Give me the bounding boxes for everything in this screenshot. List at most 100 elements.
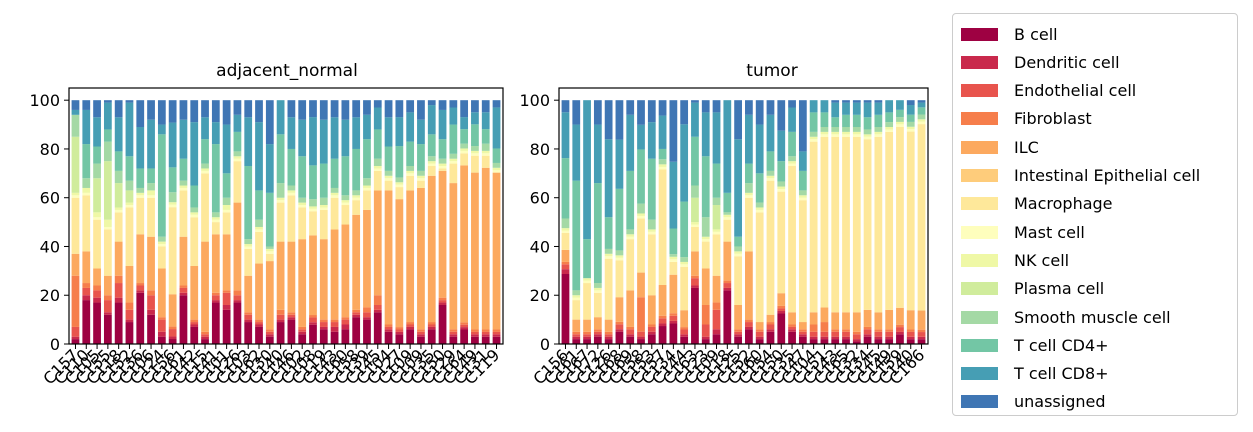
bar-segment-adjacent-normal-11-mast-cell bbox=[179, 187, 188, 191]
bar-segment-tumor-26-smooth-muscle-cell bbox=[831, 127, 840, 132]
bar-segment-tumor-28-nk-cell bbox=[852, 131, 861, 135]
bar-segment-adjacent-normal-27-mast-cell bbox=[352, 197, 361, 201]
bar-segment-adjacent-normal-33-macrophage bbox=[417, 180, 425, 188]
legend-label: Plasma cell bbox=[1014, 279, 1105, 299]
bar-segment-adjacent-normal-12-dendritic-cell bbox=[190, 324, 199, 327]
bar-segment-adjacent-normal-15-ilc bbox=[222, 234, 231, 291]
bar-segment-tumor-6-t-cell-cd8- bbox=[615, 139, 624, 189]
bar-segment-tumor-1-t-cell-cd4- bbox=[561, 158, 570, 219]
bar-segment-tumor-32-fibroblast bbox=[896, 324, 904, 328]
bar-segment-adjacent-normal-5-endothelial-cell bbox=[114, 283, 123, 298]
bar-segment-adjacent-normal-36-b-cell bbox=[449, 336, 458, 344]
bar-segment-tumor-20-dendritic-cell bbox=[766, 329, 775, 332]
bar-segment-tumor-6-dendritic-cell bbox=[615, 329, 624, 332]
bar-segment-adjacent-normal-21-t-cell-cd8- bbox=[287, 117, 296, 149]
bar-segment-adjacent-normal-6-t-cell-cd8- bbox=[125, 102, 134, 157]
bar-segment-tumor-21-endothelial-cell bbox=[777, 308, 786, 311]
bar-segment-adjacent-normal-35-b-cell bbox=[438, 304, 447, 344]
bar-segment-tumor-4-ilc bbox=[593, 317, 602, 330]
bar-segment-tumor-4-endothelial-cell bbox=[593, 331, 602, 335]
bar-segment-adjacent-normal-5-mast-cell bbox=[114, 209, 123, 213]
bar-segment-adjacent-normal-35-endothelial-cell bbox=[438, 300, 447, 303]
bar-segment-adjacent-normal-30-dendritic-cell bbox=[384, 329, 393, 332]
bar-segment-adjacent-normal-17-macrophage bbox=[244, 248, 253, 276]
bar-segment-tumor-14-ilc bbox=[701, 268, 710, 305]
bar-segment-tumor-30-t-cell-cd4- bbox=[874, 114, 883, 128]
bar-segment-tumor-31-fibroblast bbox=[885, 329, 894, 332]
bar-segment-adjacent-normal-14-smooth-muscle-cell bbox=[211, 212, 220, 218]
bar-segment-adjacent-normal-26-unassigned bbox=[341, 100, 350, 120]
bar-segment-adjacent-normal-3-b-cell bbox=[93, 302, 101, 344]
bar-segment-adjacent-normal-28-endothelial-cell bbox=[363, 312, 371, 318]
bar-segment-adjacent-normal-38-fibroblast bbox=[471, 329, 479, 332]
bar-segment-adjacent-normal-31-dendritic-cell bbox=[395, 331, 404, 335]
bar-segment-adjacent-normal-16-t-cell-cd8- bbox=[233, 114, 242, 132]
bar-segment-adjacent-normal-26-fibroblast bbox=[341, 317, 350, 320]
bar-segment-tumor-7-macrophage bbox=[626, 239, 635, 291]
legend-item: unassigned bbox=[961, 388, 1106, 416]
bar-segment-tumor-14-mast-cell bbox=[701, 239, 710, 242]
bar-segment-adjacent-normal-4-t-cell-cd8- bbox=[103, 102, 112, 130]
bar-segment-adjacent-normal-8-b-cell bbox=[147, 314, 155, 344]
bar-segment-tumor-3-t-cell-cd4- bbox=[583, 239, 591, 279]
bar-segment-tumor-27-b-cell bbox=[842, 339, 850, 344]
bar-segment-tumor-7-fibroblast bbox=[626, 326, 635, 330]
legend-swatch bbox=[961, 169, 998, 182]
bar-segment-adjacent-normal-24-fibroblast bbox=[319, 319, 328, 323]
bar-segment-tumor-12-unassigned bbox=[680, 100, 689, 125]
bar-segment-adjacent-normal-39-mast-cell bbox=[481, 153, 490, 156]
bar-segment-tumor-15-dendritic-cell bbox=[712, 329, 721, 335]
bar-segment-tumor-11-mast-cell bbox=[669, 259, 678, 262]
bar-segment-tumor-10-smooth-muscle-cell bbox=[658, 159, 667, 165]
bar-segment-tumor-3-mast-cell bbox=[583, 280, 591, 284]
bar-segment-tumor-19-ilc bbox=[755, 322, 764, 330]
bar-segment-tumor-2-mast-cell bbox=[572, 297, 581, 301]
bar-segment-adjacent-normal-21-b-cell bbox=[287, 319, 296, 344]
bar-segment-adjacent-normal-16-b-cell bbox=[233, 302, 242, 344]
bar-segment-adjacent-normal-22-b-cell bbox=[298, 334, 307, 344]
bar-segment-tumor-27-t-cell-cd4- bbox=[842, 114, 850, 128]
bar-segment-tumor-29-ilc bbox=[863, 309, 872, 327]
bar-segment-adjacent-normal-4-unassigned bbox=[103, 100, 112, 103]
bar-segment-tumor-25-fibroblast bbox=[820, 322, 829, 332]
bar-segment-adjacent-normal-13-nk-cell bbox=[201, 168, 209, 171]
bar-segment-adjacent-normal-6-smooth-muscle-cell bbox=[125, 180, 134, 191]
bar-segment-adjacent-normal-2-macrophage bbox=[82, 195, 91, 252]
bar-segment-tumor-34-unassigned bbox=[917, 100, 926, 103]
bar-segment-adjacent-normal-13-fibroblast bbox=[201, 331, 209, 335]
bar-segment-tumor-23-dendritic-cell bbox=[798, 334, 807, 337]
bar-segment-adjacent-normal-18-fibroblast bbox=[255, 319, 263, 323]
bar-segment-adjacent-normal-29-endothelial-cell bbox=[373, 304, 382, 310]
bar-segment-adjacent-normal-25-nk-cell bbox=[330, 192, 339, 196]
bar-segment-adjacent-normal-31-mast-cell bbox=[395, 184, 404, 188]
bar-segment-tumor-10-nk-cell bbox=[658, 164, 667, 167]
bar-segment-adjacent-normal-25-dendritic-cell bbox=[330, 326, 339, 332]
bar-segment-adjacent-normal-24-dendritic-cell bbox=[319, 326, 328, 330]
bar-segment-adjacent-normal-4-fibroblast bbox=[103, 295, 112, 301]
bar-segment-tumor-1-unassigned bbox=[561, 100, 570, 113]
bar-segment-tumor-27-unassigned bbox=[842, 100, 850, 103]
bar-segment-adjacent-normal-12-smooth-muscle-cell bbox=[190, 207, 199, 213]
bar-segment-adjacent-normal-37-smooth-muscle-cell bbox=[460, 143, 469, 149]
bar-segment-adjacent-normal-32-t-cell-cd8- bbox=[406, 112, 415, 142]
bar-segment-tumor-2-b-cell bbox=[572, 339, 581, 344]
bar-segment-adjacent-normal-31-unassigned bbox=[395, 100, 404, 118]
legend-item: ILC bbox=[961, 133, 1039, 161]
bar-segment-adjacent-normal-25-mast-cell bbox=[330, 195, 339, 198]
bar-segment-tumor-11-nk-cell bbox=[669, 256, 678, 260]
bar-segment-tumor-20-endothelial-cell bbox=[766, 324, 775, 330]
bar-segment-adjacent-normal-23-t-cell-cd4- bbox=[309, 165, 317, 200]
bar-segment-tumor-9-mast-cell bbox=[647, 231, 656, 235]
bar-segment-adjacent-normal-17-t-cell-cd4- bbox=[244, 166, 253, 240]
bar-segment-adjacent-normal-5-nk-cell bbox=[114, 207, 123, 210]
bar-segment-adjacent-normal-3-endothelial-cell bbox=[93, 290, 101, 298]
bar-segment-tumor-23-unassigned bbox=[798, 100, 807, 152]
bar-segment-adjacent-normal-14-b-cell bbox=[211, 302, 220, 344]
bar-segment-adjacent-normal-33-mast-cell bbox=[417, 178, 425, 181]
bar-segment-tumor-11-unassigned bbox=[669, 100, 678, 162]
bar-segment-tumor-8-unassigned bbox=[637, 100, 645, 125]
bar-segment-tumor-34-t-cell-cd4- bbox=[917, 107, 926, 115]
bar-segment-adjacent-normal-18-unassigned bbox=[255, 100, 263, 123]
bar-segment-tumor-24-t-cell-cd8- bbox=[809, 100, 818, 113]
bar-segment-tumor-33-b-cell bbox=[906, 339, 915, 344]
